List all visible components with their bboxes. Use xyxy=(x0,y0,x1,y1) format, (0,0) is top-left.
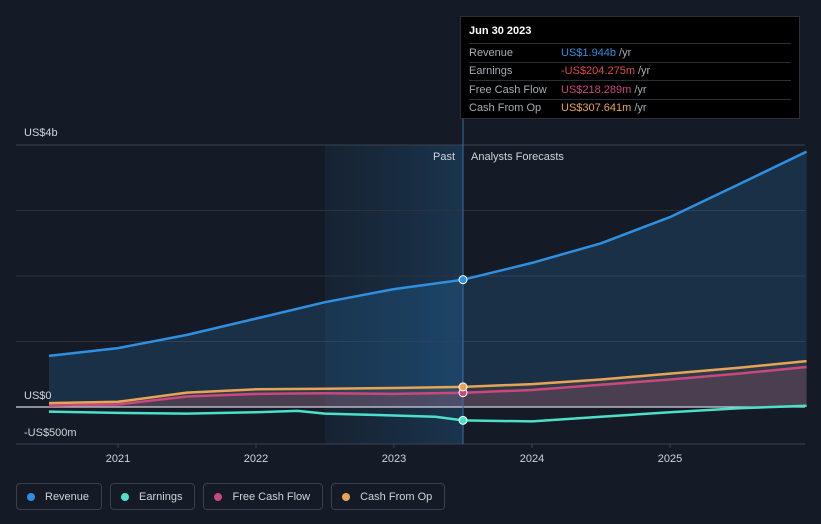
legend: Revenue Earnings Free Cash Flow Cash Fro… xyxy=(16,483,446,510)
tooltip-label: Earnings xyxy=(469,65,513,78)
series-line-earnings xyxy=(48,404,807,423)
series-marker-earnings xyxy=(458,415,468,425)
tooltip-unit: /yr xyxy=(634,102,647,115)
tooltip-unit: /yr xyxy=(638,65,651,78)
series-line-free-cash-flow xyxy=(48,365,807,407)
legend-label: Cash From Op xyxy=(360,490,433,503)
tooltip-label: Free Cash Flow xyxy=(469,83,547,96)
tooltip-label: Cash From Op xyxy=(469,102,542,115)
cash-from-op-dot-icon xyxy=(342,492,351,501)
series-marker-revenue xyxy=(458,275,468,285)
y-axis-label-top: US$4b xyxy=(24,127,58,139)
series-area-revenue xyxy=(49,151,807,407)
legend-label: Revenue xyxy=(45,490,90,503)
legend-item-free-cash-flow[interactable]: Free Cash Flow xyxy=(203,483,324,510)
tooltip-value: US$307.641m xyxy=(561,102,632,115)
tooltip-row-cash-from-op: Cash From Op US$307.641m /yr xyxy=(469,98,791,118)
tooltip-date: Jun 30 2023 xyxy=(469,25,532,37)
revenue-dot-icon xyxy=(27,492,35,501)
free-cash-flow-dot-icon xyxy=(214,492,223,501)
x-tick-label: 2022 xyxy=(244,453,268,465)
tooltip-value: US$1.944b xyxy=(561,46,617,59)
series-marker-cash-from-op xyxy=(458,382,468,392)
series-line-revenue xyxy=(48,150,808,358)
y-axis-label-bottom: -US$500m xyxy=(24,427,77,439)
earnings-dot-icon xyxy=(121,492,130,501)
tooltip-unit: /yr xyxy=(634,83,647,96)
tooltip-row-free-cash-flow: Free Cash Flow US$218.289m /yr xyxy=(469,80,791,99)
tooltip: Jun 30 2023 Revenue US$1.944b /yr Earnin… xyxy=(460,16,800,119)
tooltip-value: -US$204.275m xyxy=(561,65,635,78)
forecast-label: Analysts Forecasts xyxy=(471,151,564,163)
x-tick-label: 2024 xyxy=(520,453,544,465)
x-tick-label: 2025 xyxy=(658,453,682,465)
y-axis-label-zero: US$0 xyxy=(24,390,52,402)
tooltip-value: US$218.289m xyxy=(561,83,632,96)
legend-item-earnings[interactable]: Earnings xyxy=(110,483,196,510)
legend-label: Free Cash Flow xyxy=(232,490,311,503)
tooltip-row-earnings: Earnings -US$204.275m /yr xyxy=(469,61,791,81)
tooltip-label: Revenue xyxy=(469,46,514,59)
tooltip-row-revenue: Revenue US$1.944b /yr xyxy=(469,43,791,62)
legend-label: Earnings xyxy=(139,490,183,503)
x-tick-label: 2021 xyxy=(106,453,130,465)
legend-item-cash-from-op[interactable]: Cash From Op xyxy=(331,483,446,510)
past-label: Past xyxy=(433,151,455,163)
series-area-free-cash-flow xyxy=(49,367,807,407)
x-tick-label: 2023 xyxy=(382,453,406,465)
tooltip-unit: /yr xyxy=(619,46,632,59)
legend-item-revenue[interactable]: Revenue xyxy=(16,483,103,510)
series-line-cash-from-op xyxy=(48,359,807,405)
